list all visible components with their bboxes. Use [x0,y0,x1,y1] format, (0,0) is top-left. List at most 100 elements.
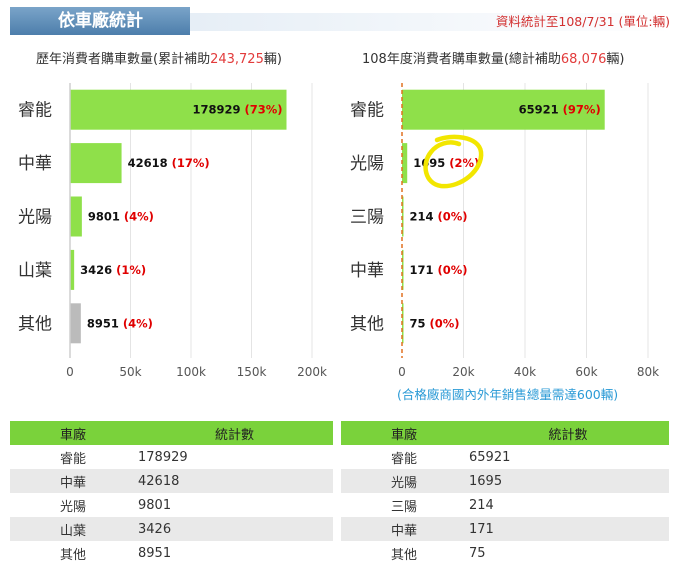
table-row: 其他 8951 [10,541,333,565]
table-row: 光陽 9801 [10,493,333,517]
category-label: 其他 [350,314,384,334]
data-label: 42618 (17%) [128,156,210,170]
maker-cell: 山葉 [10,517,136,541]
table-row: 其他 75 [341,541,669,565]
category-label: 光陽 [18,208,52,228]
left-title-suffix: 輛) [263,52,282,67]
table-row: 中華 171 [341,517,669,541]
data-date-note: 資料統計至108/7/31 (單位:輛) [495,14,670,29]
bar [402,143,408,184]
cumulative-stats-table: 車廠 統計數 睿能 178929 中華 42618 光陽 9801 山葉 3426 其他… [10,421,333,565]
count-cell: 214 [469,497,494,513]
count-cell: 42618 [136,469,333,493]
data-label: 65921 (97%) [519,103,601,117]
table-row: 山葉 3426 [10,517,333,541]
category-label: 光陽 [350,154,384,174]
x-tick-label: 40k [514,365,536,379]
column-header-count: 統計數 [467,421,669,445]
x-tick-label: 100k [176,365,206,379]
qualification-footnote: (合格廠商國內外年銷售總量需達600輛) [397,387,619,402]
left-chart-title: 歷年消費者購車數量(累計補助243,725輛) [36,48,282,67]
category-label: 睿能 [18,101,52,121]
left-title-prefix: 歷年消費者購車數量(累計補助 [36,52,211,67]
percent-label: (73%) [244,103,282,117]
x-tick-label: 0 [398,365,406,379]
right-chart-title: 108年度消費者購車數量(總計補助68,076輛) [362,48,624,67]
category-label: 其他 [18,314,52,334]
count-cell: 1695 [467,469,669,493]
table-header-row: 車廠 統計數 [341,421,669,445]
x-tick-label: 200k [297,365,327,379]
count-cell: 3426 [136,517,333,541]
table-row: 三陽 214 [341,493,669,517]
category-label: 三陽 [350,208,384,228]
maker-cell: 光陽 [59,499,86,515]
data-label: 75 (0%) [410,316,460,330]
percent-label: (4%) [123,316,153,330]
maker-cell: 其他 [390,547,417,563]
table-row: 睿能 65921 [341,445,669,469]
count-cell: 9801 [138,497,172,513]
maker-cell: 中華 [341,517,467,541]
cumulative-bar-chart: 0 50k 100k 150k 200k 睿能 178929 (73%) 中華 42618 (1… [18,83,327,379]
table-row: 光陽 1695 [341,469,669,493]
percent-label: (0%) [438,263,468,277]
maker-cell: 中華 [10,469,136,493]
percent-label: (17%) [172,156,210,170]
maker-cell: 睿能 [59,451,86,467]
data-label: 8951 (4%) [87,316,153,330]
category-label: 睿能 [350,101,384,121]
page-title: 依車廠統計 [10,7,190,35]
maker-cell: 三陽 [390,499,417,515]
category-label: 中華 [350,261,384,281]
data-label: 9801 (4%) [88,210,154,224]
x-tick-label: 0 [66,365,74,379]
header: 依車廠統計 資料統計至108/7/31 (單位:輛) [10,5,672,35]
maker-cell: 睿能 [390,451,417,467]
bar [70,249,75,290]
column-header-count: 統計數 [136,421,333,445]
x-tick-label: 20k [452,365,474,379]
data-label: 3426 (1%) [80,263,146,277]
data-label: 1695 (2%) [413,156,479,170]
bar [70,303,81,344]
data-label: 214 (0%) [410,210,468,224]
header-rule [190,13,672,31]
count-cell: 178929 [138,449,188,465]
yearly-bar-chart: 0 20k 40k 60k 80k 睿能 65921 (97%) 光陽 1695 (2%) 三陽 2… [350,83,659,379]
x-tick-label: 50k [119,365,141,379]
column-header-maker: 車廠 [10,421,136,445]
count-cell: 171 [467,517,669,541]
highlight-circle-annotation [423,134,484,189]
bar [70,143,122,184]
bar [70,196,82,237]
bar [402,249,404,290]
table-row: 中華 42618 [10,469,333,493]
count-cell: 75 [469,545,486,561]
table-row: 睿能 178929 [10,445,333,469]
percent-label: (2%) [449,156,479,170]
left-title-total: 243,725 [210,52,264,67]
right-title-prefix: 108年度消費者購車數量(總計補助 [362,52,561,67]
percent-label: (4%) [124,210,154,224]
maker-cell: 其他 [59,547,86,563]
maker-cell: 光陽 [341,469,467,493]
x-tick-label: 60k [575,365,597,379]
column-header-maker: 車廠 [341,421,467,445]
count-cell: 8951 [138,545,172,561]
count-cell: 65921 [469,449,511,465]
category-label: 山葉 [18,261,52,281]
category-label: 中華 [18,154,52,174]
data-label: 178929 (73%) [192,103,282,117]
right-title-total: 68,076 [560,52,607,67]
data-label: 171 (0%) [410,263,468,277]
x-tick-label: 150k [237,365,267,379]
bar [70,89,287,130]
percent-label: (1%) [116,263,146,277]
yearly-stats-table: 車廠 統計數 睿能 65921 光陽 1695 三陽 214 中華 171 其他 75 [341,421,669,565]
table-header-row: 車廠 統計數 [10,421,333,445]
right-title-suffix: 輛) [606,52,625,67]
percent-label: (97%) [563,103,601,117]
percent-label: (0%) [430,316,460,330]
x-tick-label: 80k [637,365,659,379]
